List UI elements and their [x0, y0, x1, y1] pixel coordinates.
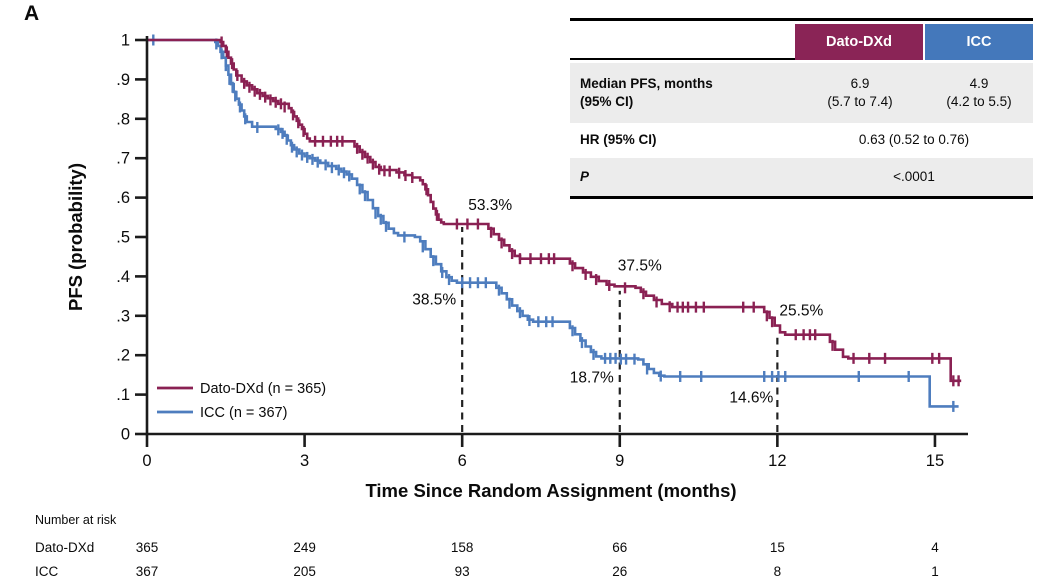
- x-axis-title: Time Since Random Assignment (months): [365, 480, 736, 501]
- risk-row-label-ICC: ICC: [35, 564, 59, 579]
- median-pfs-icc-value: 4.9 (4.2 to 5.5): [925, 75, 1033, 111]
- median-pfs-label-line1: Median PFS, months: [580, 75, 713, 91]
- y-tick-label: 0: [121, 426, 130, 444]
- stats-row-p-value: P <.0001: [570, 158, 1033, 196]
- risk-count-Dato-DXd-0mo: 365: [136, 540, 159, 555]
- x-tick-label: 15: [926, 452, 944, 470]
- y-tick-label: .1: [116, 386, 130, 404]
- x-tick-label: 3: [300, 452, 309, 470]
- median-pfs-dato-ci: (5.7 to 7.4): [827, 94, 893, 109]
- median-pfs-icc-ci: (4.2 to 5.5): [946, 94, 1012, 109]
- x-tick-label: 9: [615, 452, 624, 470]
- legend-label-dato: Dato-DXd (n = 365): [200, 381, 326, 397]
- risk-count-ICC-3mo: 205: [293, 564, 316, 579]
- risk-count-Dato-DXd-3mo: 249: [293, 540, 316, 555]
- stats-row-median-pfs: Median PFS, months (95% CI) 6.9 (5.7 to …: [570, 63, 1033, 123]
- risk-count-Dato-DXd-6mo: 158: [451, 540, 474, 555]
- median-pfs-dato-estimate: 6.9: [850, 75, 870, 91]
- stats-header-dato: Dato-DXd: [795, 24, 925, 60]
- panel-label: A: [24, 2, 40, 25]
- stats-header-empty-cell: [570, 24, 795, 60]
- km-curve-icc: [147, 38, 959, 408]
- risk-count-Dato-DXd-9mo: 66: [612, 540, 627, 555]
- risk-row-label-Dato-DXd: Dato-DXd: [35, 540, 94, 555]
- risk-count-Dato-DXd-12mo: 15: [770, 540, 785, 555]
- annotation-53.3%: 53.3%: [468, 197, 512, 214]
- y-tick-label: .7: [116, 150, 130, 168]
- annotation-14.6%: 14.6%: [729, 389, 773, 406]
- risk-count-ICC-6mo: 93: [455, 564, 470, 579]
- x-tick-label: 0: [142, 452, 151, 470]
- risk-count-ICC-15mo: 1: [931, 564, 939, 579]
- annotation-37.5%: 37.5%: [618, 257, 662, 274]
- x-tick-label: 12: [768, 452, 786, 470]
- p-value: <.0001: [893, 168, 935, 184]
- y-axis-title: PFS (probability): [65, 163, 86, 311]
- risk-count-ICC-12mo: 8: [774, 564, 782, 579]
- y-tick-label: .9: [116, 71, 130, 89]
- p-label: P: [580, 168, 590, 184]
- stats-header-icc: ICC: [925, 24, 1033, 60]
- x-tick-label: 6: [458, 452, 467, 470]
- median-pfs-label: Median PFS, months (95% CI): [570, 75, 795, 111]
- risk-table-title: Number at risk: [35, 513, 117, 527]
- legend-label-icc: ICC (n = 367): [200, 405, 287, 421]
- hr-label: HR (95% CI): [580, 132, 657, 148]
- y-tick-label: .2: [116, 347, 130, 365]
- y-tick-label: .6: [116, 189, 130, 207]
- y-tick-label: 1: [121, 32, 130, 50]
- y-tick-label: .5: [116, 229, 130, 247]
- hr-value: 0.63 (0.52 to 0.76): [858, 132, 970, 148]
- y-tick-label: .4: [116, 268, 130, 286]
- annotation-25.5%: 25.5%: [779, 303, 823, 320]
- risk-count-Dato-DXd-15mo: 4: [931, 540, 939, 555]
- y-tick-label: .3: [116, 307, 130, 325]
- annotation-38.5%: 38.5%: [412, 291, 456, 308]
- risk-count-ICC-9mo: 26: [612, 564, 627, 579]
- stats-table-header-row: Dato-DXd ICC: [570, 24, 1033, 60]
- y-tick-label: .8: [116, 110, 130, 128]
- risk-count-ICC-0mo: 367: [136, 564, 159, 579]
- median-pfs-dato-value: 6.9 (5.7 to 7.4): [795, 75, 925, 111]
- median-pfs-label-line2: (95% CI): [580, 94, 634, 109]
- stats-row-hazard-ratio: HR (95% CI) 0.63 (0.52 to 0.76): [570, 123, 1033, 158]
- annotation-18.7%: 18.7%: [570, 369, 614, 386]
- median-pfs-icc-estimate: 4.9: [969, 75, 989, 91]
- stats-table: Dato-DXd ICC Median PFS, months (95% CI)…: [570, 18, 1033, 199]
